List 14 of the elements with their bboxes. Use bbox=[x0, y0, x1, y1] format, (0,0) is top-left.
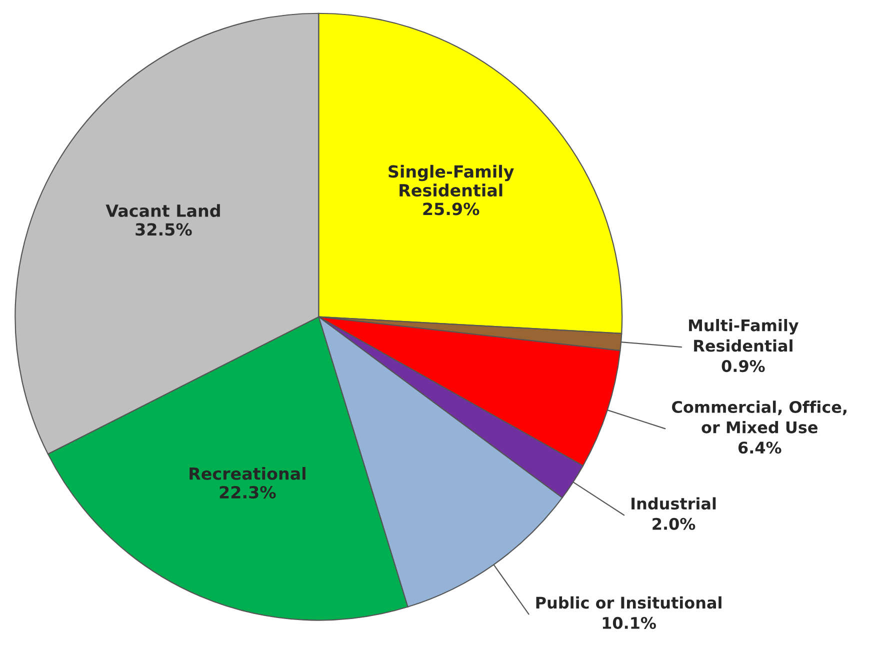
data-label: 25.9% bbox=[423, 202, 480, 216]
slice-label: Single-Family Residential bbox=[388, 164, 514, 197]
data-label: 32.5% bbox=[136, 223, 192, 236]
data-label: 22.3% bbox=[220, 486, 276, 499]
slice-label: Commercial, Office, or Mixed Use bbox=[672, 400, 846, 434]
data-label: 10.1% bbox=[602, 616, 656, 630]
data-label: 2.0% bbox=[652, 518, 696, 530]
data-label: 0.9% bbox=[722, 360, 765, 372]
slice-label: Public or Insitutional bbox=[536, 596, 722, 609]
slice-label: Vacant Land bbox=[106, 204, 220, 218]
slice-label: Recreational bbox=[190, 467, 306, 480]
slice-label: Multi-Family Residential bbox=[689, 318, 799, 352]
data-label: 6.4% bbox=[738, 442, 782, 454]
slice-label: Industrial bbox=[632, 497, 716, 510]
